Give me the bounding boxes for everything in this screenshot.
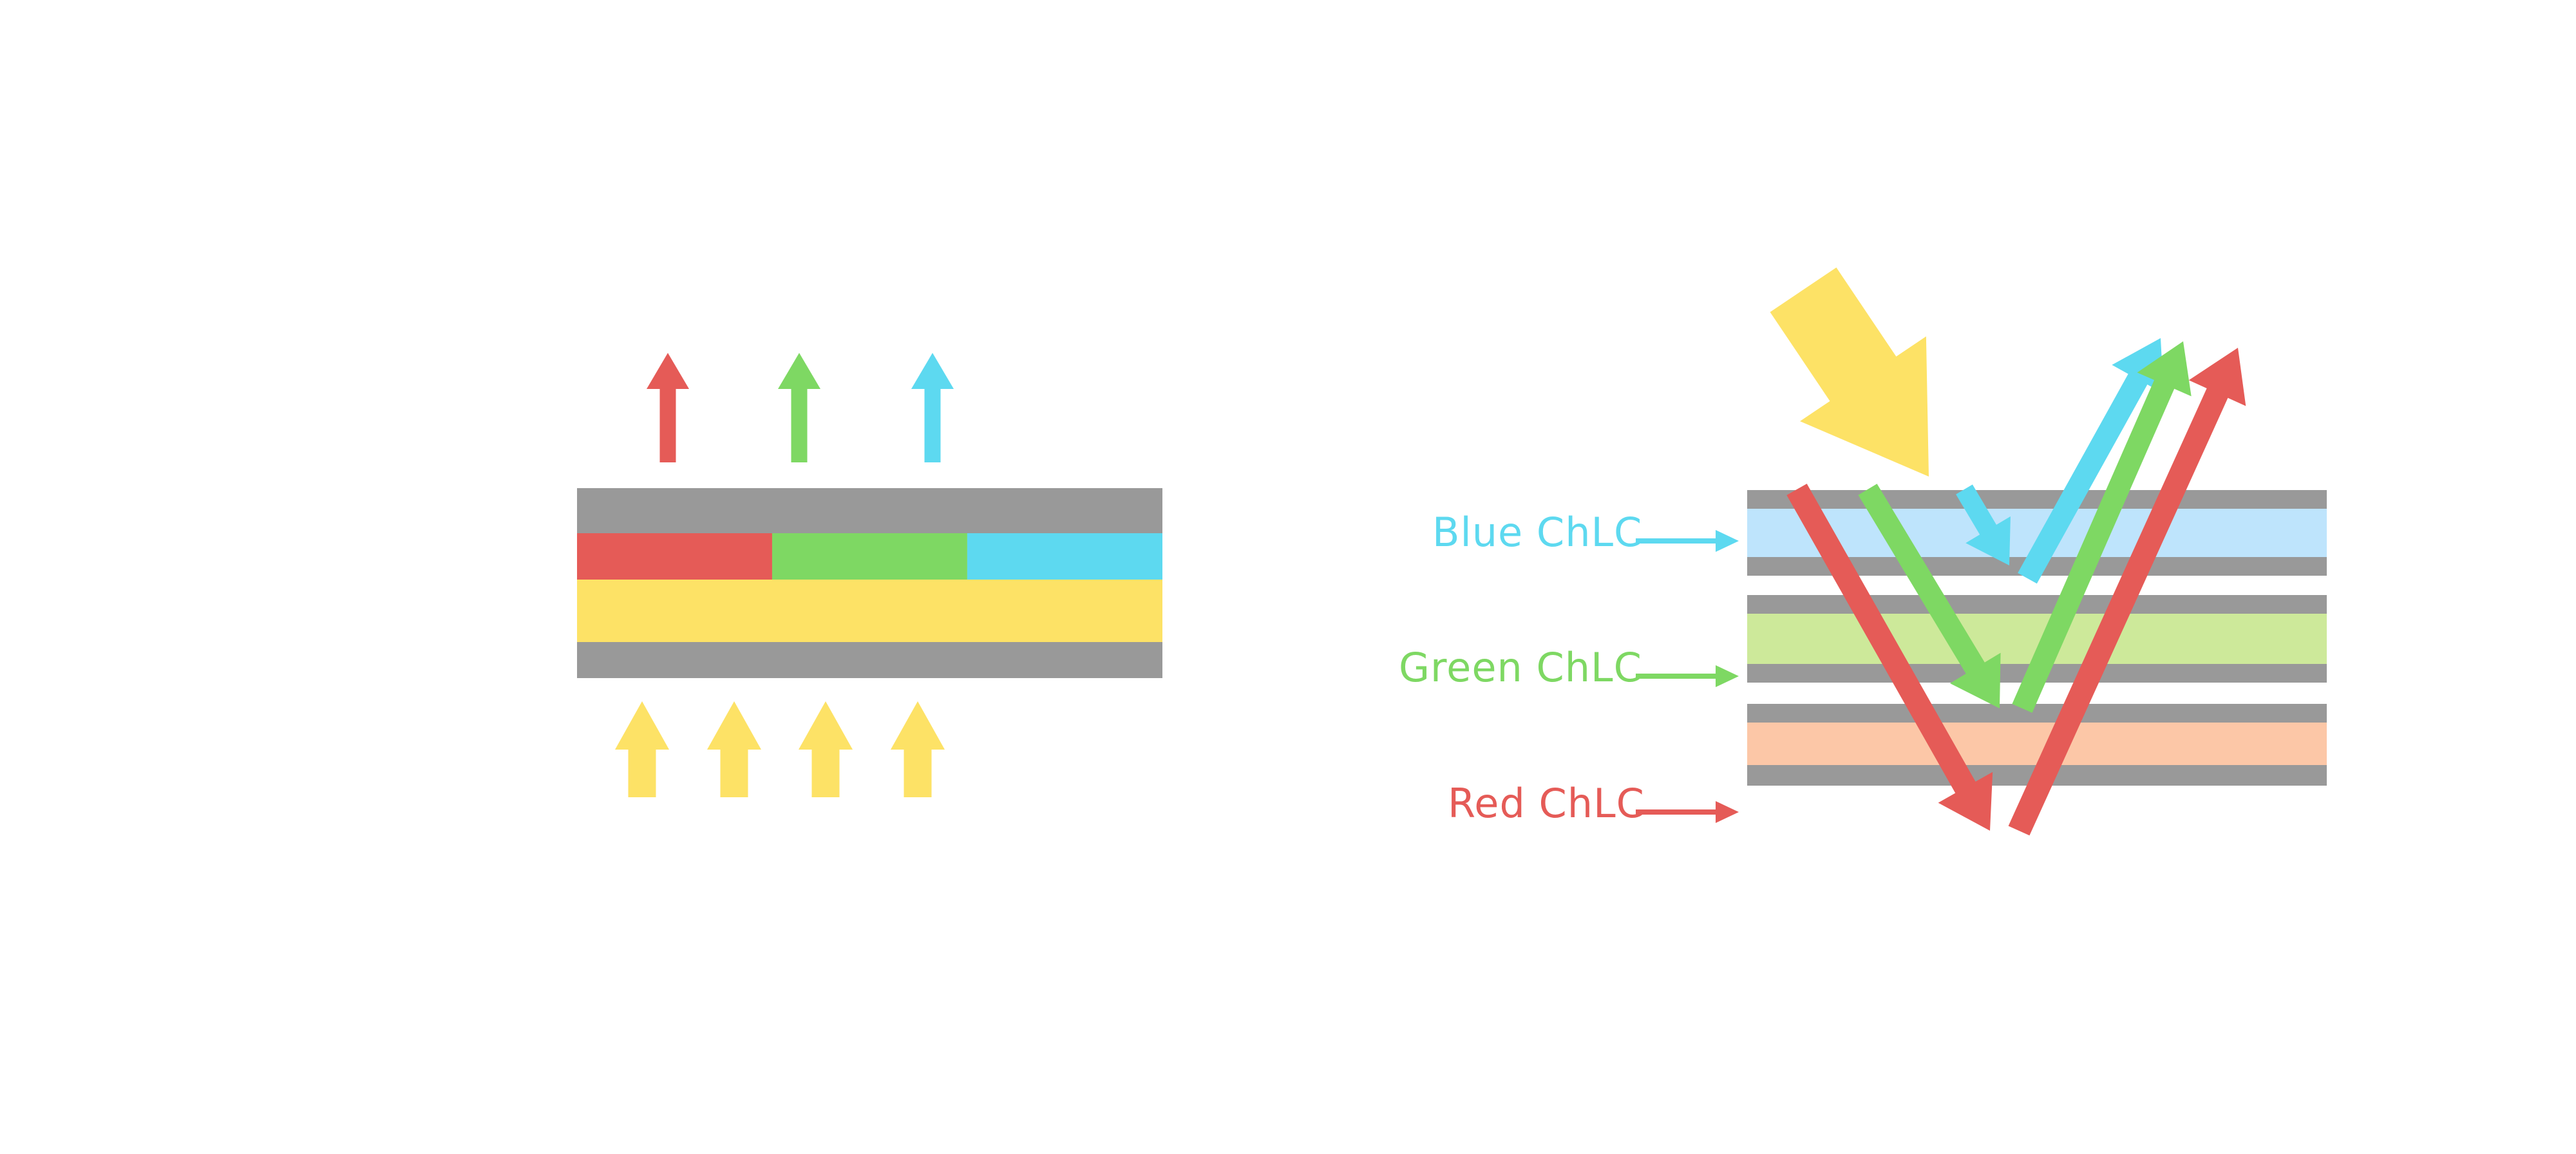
- label-green-chlc-text: Green ChLC: [1399, 643, 1642, 691]
- backlight-arrow-3: [799, 701, 853, 797]
- green-reflected-ray: [2012, 341, 2192, 713]
- red-chlc-layer: [1747, 723, 2327, 765]
- emitted-green-arrow: [778, 353, 820, 462]
- backlight-arrows: [615, 701, 945, 797]
- emitted-light-arrows: [647, 353, 954, 462]
- label-blue-chlc-pointer-shaft: [1636, 538, 1717, 544]
- backlight-arrow-1: [615, 701, 669, 797]
- label-green-chlc: Green ChLC: [1399, 645, 1642, 688]
- incident-white-light-arrow: [1770, 267, 1929, 477]
- selective-reflection-rays: [1786, 338, 2246, 836]
- green-incident-ray: [1858, 484, 2001, 708]
- label-pointer-arrows: [1636, 530, 1739, 823]
- label-red-chlc-pointer-shaft: [1636, 809, 1717, 815]
- label-red-chlc-pointer-head-icon: [1716, 801, 1739, 823]
- red-incident-ray: [1786, 484, 1993, 831]
- label-blue-chlc-pointer-head-icon: [1716, 530, 1739, 552]
- red-reflected-ray: [2008, 348, 2246, 836]
- top-electrode: [577, 488, 1162, 533]
- green-top-substrate: [1747, 595, 2327, 614]
- backlight-arrow-4: [891, 701, 945, 797]
- backlight-layer: [577, 580, 1162, 642]
- left-layer-stack: [577, 488, 1162, 678]
- blue-top-substrate: [1747, 490, 2327, 509]
- green-filter: [772, 533, 967, 580]
- emitted-red-arrow: [647, 353, 689, 462]
- label-red-chlc: Red ChLC: [1448, 781, 1645, 824]
- bottom-electrode: [577, 642, 1162, 678]
- label-green-chlc-pointer-shaft: [1636, 674, 1717, 679]
- label-green-chlc-pointer-head-icon: [1716, 665, 1739, 687]
- label-red-chlc-text: Red ChLC: [1448, 779, 1645, 827]
- red-top-substrate: [1747, 704, 2327, 723]
- blue-reflected-ray: [2018, 338, 2164, 584]
- red-filter: [577, 533, 772, 580]
- label-blue-chlc: Blue ChLC: [1432, 510, 1642, 553]
- blue-incident-ray: [1956, 484, 2011, 565]
- backlight-arrow-2: [707, 701, 761, 797]
- blue-filter: [967, 533, 1162, 580]
- emitted-blue-arrow: [911, 353, 954, 462]
- label-blue-chlc-text: Blue ChLC: [1432, 508, 1643, 556]
- incident-light-arrow: [1770, 267, 1929, 477]
